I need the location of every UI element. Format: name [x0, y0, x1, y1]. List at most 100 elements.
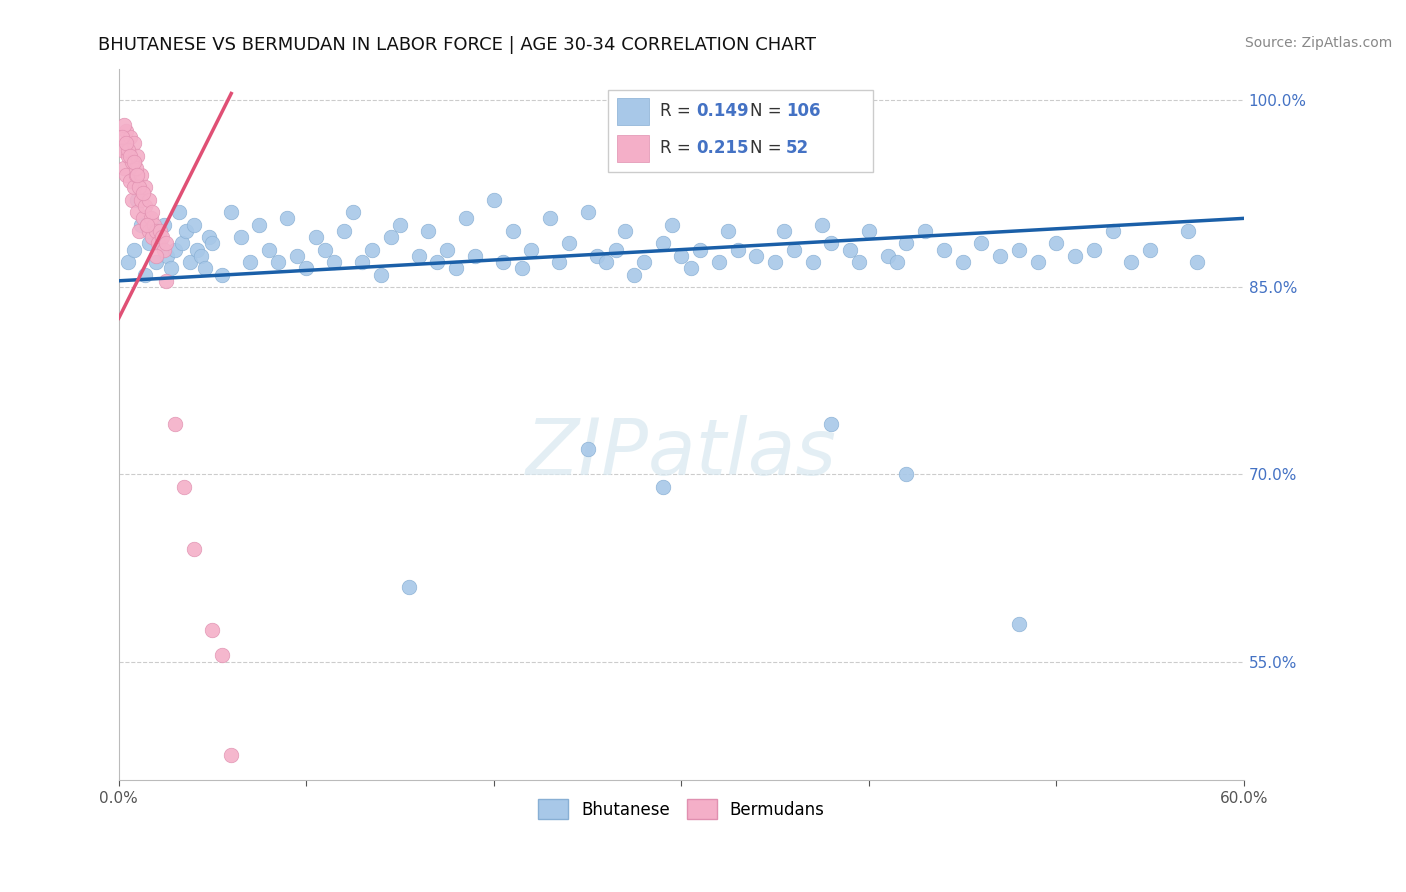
Point [510, 261, 533, 276]
Text: BHUTANESE VS BERMUDAN IN LABOR FORCE | AGE 30-34 CORRELATION CHART: BHUTANESE VS BERMUDAN IN LABOR FORCE | A… [98, 36, 817, 54]
Point [197, 230, 219, 244]
Point [1064, 249, 1087, 263]
Point [117, 143, 139, 157]
Point [129, 168, 152, 182]
Point [520, 243, 543, 257]
Point [811, 218, 834, 232]
Point [342, 205, 364, 219]
Point [149, 224, 172, 238]
Point [1185, 255, 1208, 269]
Point [482, 193, 505, 207]
Point [143, 218, 166, 232]
Point [267, 255, 290, 269]
Point [117, 255, 139, 269]
Point [707, 255, 730, 269]
Point [576, 442, 599, 457]
Point [380, 230, 402, 244]
Point [651, 480, 673, 494]
Point [138, 236, 160, 251]
Point [141, 230, 163, 244]
Point [145, 255, 167, 269]
Point [132, 211, 155, 226]
Point [155, 274, 177, 288]
Point [179, 255, 201, 269]
Point [446, 261, 468, 276]
Point [988, 249, 1011, 263]
Point [886, 255, 908, 269]
FancyBboxPatch shape [609, 90, 873, 172]
Text: 106: 106 [786, 103, 820, 120]
Point [152, 243, 174, 257]
Point [128, 180, 150, 194]
Point [127, 205, 149, 219]
Point [112, 161, 135, 176]
Point [201, 236, 224, 251]
Point [595, 255, 617, 269]
Point [548, 255, 571, 269]
Point [183, 542, 205, 557]
Point [190, 249, 212, 263]
Point [876, 249, 898, 263]
Point [124, 168, 146, 182]
Point [247, 218, 270, 232]
Point [1139, 243, 1161, 257]
Point [717, 224, 740, 238]
Point [454, 211, 477, 226]
Point [370, 268, 392, 282]
Point [219, 205, 242, 219]
Point [773, 224, 796, 238]
Point [558, 236, 581, 251]
Point [502, 224, 524, 238]
Point [388, 218, 411, 232]
Point [614, 224, 637, 238]
Point [1008, 617, 1031, 632]
Point [586, 249, 609, 263]
Point [127, 193, 149, 207]
Point [112, 118, 135, 132]
Point [122, 155, 145, 169]
Point [111, 143, 134, 157]
Point [135, 218, 157, 232]
Legend: Bhutanese, Bermudans: Bhutanese, Bermudans [531, 793, 831, 825]
Point [115, 124, 138, 138]
Point [118, 149, 141, 163]
Text: N =: N = [749, 103, 787, 120]
Point [1045, 236, 1067, 251]
Point [1177, 224, 1199, 238]
Point [820, 417, 842, 432]
Point [174, 224, 197, 238]
Point [492, 255, 515, 269]
Point [679, 261, 702, 276]
Point [141, 224, 163, 238]
Point [436, 243, 458, 257]
Point [229, 230, 252, 244]
Point [163, 243, 186, 257]
Point [118, 174, 141, 188]
Point [122, 180, 145, 194]
Point [896, 467, 918, 482]
Point [932, 243, 955, 257]
Point [839, 243, 862, 257]
Point [848, 255, 870, 269]
Point [1121, 255, 1143, 269]
Point [194, 261, 217, 276]
Text: 52: 52 [786, 139, 808, 157]
Point [727, 243, 749, 257]
Point [134, 268, 156, 282]
Point [167, 205, 190, 219]
Point [820, 236, 842, 251]
Point [1101, 224, 1123, 238]
Bar [617, 98, 648, 125]
Point [121, 155, 143, 169]
Point [783, 243, 806, 257]
Text: R =: R = [659, 103, 696, 120]
Point [285, 249, 308, 263]
Point [124, 161, 146, 176]
Point [134, 180, 156, 194]
Point [276, 211, 298, 226]
Point [201, 624, 224, 638]
Text: 0.149: 0.149 [696, 103, 748, 120]
Point [219, 748, 242, 763]
Point [183, 218, 205, 232]
Point [172, 236, 194, 251]
